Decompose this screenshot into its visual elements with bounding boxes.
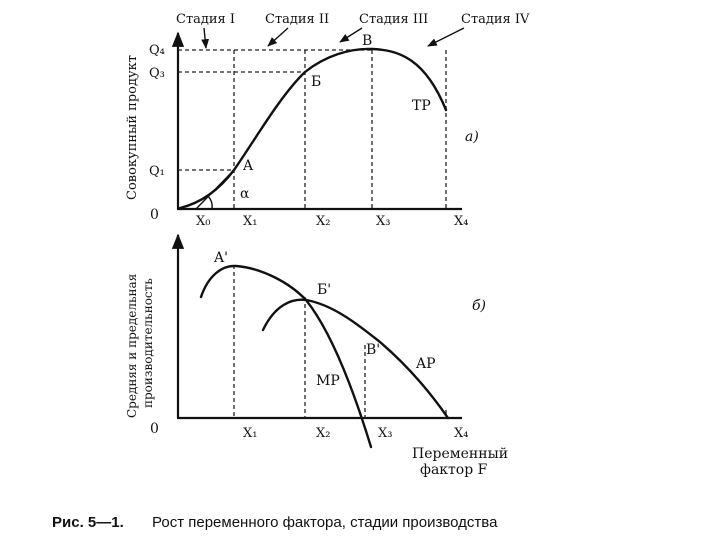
point-a: A <box>242 158 254 174</box>
figure-caption-prefix: Рис. 5—1. <box>52 514 124 531</box>
stage-headers: Стадия I Стадия II Стадия III Стадия IV <box>176 12 530 49</box>
stage-3-label: Стадия III <box>359 12 428 27</box>
stage-4-label: Стадия IV <box>461 12 530 27</box>
stage-1-label: Стадия I <box>176 12 235 27</box>
stage-4-arrow <box>427 27 465 47</box>
tick-x4-bottom: X₄ <box>454 426 468 441</box>
top-origin: 0 <box>150 207 159 223</box>
top-panel: Совокупный продукт Q₄ Q₃ Q₁ 0 α A Б В TP… <box>125 31 479 229</box>
panel-a-label: а) <box>465 129 479 145</box>
tangent-line <box>195 169 235 210</box>
bottom-y-axis-label-1: Средняя и предельная <box>125 274 139 418</box>
stage-3-arrow <box>339 27 363 43</box>
figure-caption-text: Рост переменного фактора, стадии произво… <box>152 514 498 531</box>
x-axis-label-2: фактор F <box>420 462 488 478</box>
point-b: Б <box>311 74 321 90</box>
tick-x2-top: X₂ <box>316 214 330 229</box>
x-axis-label-1: Переменный <box>412 446 508 462</box>
tp-curve <box>178 47 448 210</box>
angle-arc <box>207 195 213 210</box>
bottom-y-axis-label-2: производительность <box>141 278 155 408</box>
tick-x4-top: X₄ <box>454 214 468 229</box>
point-c: В <box>362 33 372 49</box>
bottom-panel: Средняя и предельная производительность … <box>125 233 508 478</box>
panel-b-label: б) <box>472 298 486 314</box>
stage-1-arrow <box>201 27 210 49</box>
ap-curve <box>261 298 450 420</box>
angle-alpha: α <box>240 186 250 202</box>
tick-x0: X₀ <box>196 214 210 229</box>
stage-2-arrow <box>267 27 289 47</box>
mp-label: MP <box>316 373 340 389</box>
stage-2-label: Стадия II <box>265 12 329 27</box>
tick-x3-bottom: X₃ <box>378 426 392 441</box>
point-a-prime: A' <box>213 250 228 266</box>
tick-x2-bottom: X₂ <box>316 426 330 441</box>
tick-q1: Q₁ <box>149 164 165 179</box>
tick-q4: Q₄ <box>149 43 165 58</box>
top-y-axis-label: Совокупный продукт <box>125 55 140 200</box>
bottom-origin: 0 <box>150 421 159 437</box>
tick-x1-top: X₁ <box>243 214 257 229</box>
tick-q3: Q₃ <box>149 66 165 81</box>
tick-x3-top: X₃ <box>376 214 390 229</box>
ap-label: AP <box>415 356 436 372</box>
mp-curve <box>199 264 373 449</box>
point-c-prime: В' <box>366 342 380 358</box>
tick-x1-bottom: X₁ <box>243 426 257 441</box>
tp-label: TP <box>412 98 431 114</box>
point-b-prime: Б' <box>317 282 331 298</box>
